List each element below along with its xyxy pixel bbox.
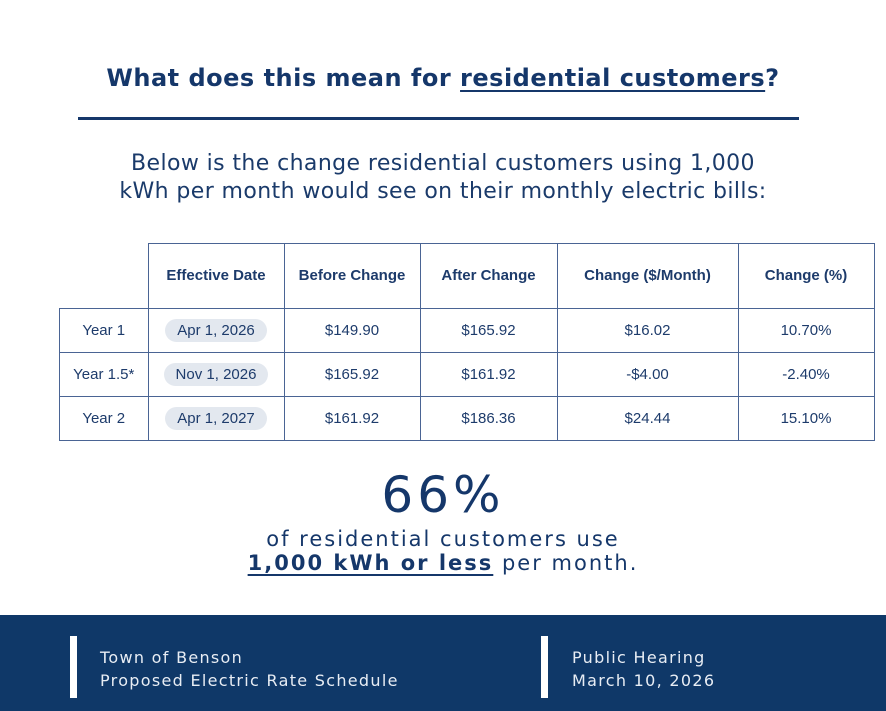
table-row: Year 1 Apr 1, 2026 $149.90 $165.92 $16.0… — [59, 308, 875, 353]
page-title: What does this mean for residential cust… — [106, 64, 780, 92]
header-change-pct: Change (%) — [737, 243, 875, 309]
footer: Town of Benson Proposed Electric Rate Sch… — [0, 615, 886, 711]
before-cell: $149.90 — [283, 308, 421, 353]
footer-bar-right — [541, 636, 548, 698]
date-pill: Apr 1, 2027 — [165, 407, 267, 430]
pct-cell: 10.70% — [737, 308, 875, 353]
pct-cell: -2.40% — [737, 352, 875, 397]
row-label: Year 1.5* — [59, 352, 149, 397]
table-header-row: Effective Date Before Change After Chang… — [59, 243, 875, 309]
rate-table: Effective Date Before Change After Chang… — [59, 243, 875, 441]
row-label: Year 1 — [59, 308, 149, 353]
table-row: Year 1.5* Nov 1, 2026 $165.92 $161.92 -$… — [59, 352, 875, 397]
before-cell: $161.92 — [283, 396, 421, 441]
after-cell: $186.36 — [419, 396, 558, 441]
stat-value: 66% — [381, 466, 505, 524]
after-cell: $161.92 — [419, 352, 558, 397]
header-change-dollar: Change ($/Month) — [556, 243, 739, 309]
change-cell: $24.44 — [556, 396, 739, 441]
stat-line2: 1,000 kWh or less per month. — [247, 551, 639, 575]
footer-left: Town of Benson Proposed Electric Rate Sch… — [100, 648, 399, 690]
change-cell: -$4.00 — [556, 352, 739, 397]
date-pill: Nov 1, 2026 — [163, 363, 269, 386]
change-cell: $16.02 — [556, 308, 739, 353]
footer-right: Public Hearing March 10, 2026 — [572, 648, 716, 690]
header-after: After Change — [419, 243, 558, 309]
date-pill: Apr 1, 2026 — [165, 319, 267, 342]
before-cell: $165.92 — [283, 352, 421, 397]
header-effective-date: Effective Date — [147, 243, 285, 309]
header-before: Before Change — [283, 243, 421, 309]
table-row: Year 2 Apr 1, 2027 $161.92 $186.36 $24.4… — [59, 396, 875, 441]
after-cell: $165.92 — [419, 308, 558, 353]
row-label: Year 2 — [59, 396, 149, 441]
pct-cell: 15.10% — [737, 396, 875, 441]
stat-line1: of residential customers use — [266, 527, 620, 551]
subtitle: Below is the change residential customer… — [119, 151, 767, 204]
divider — [78, 117, 799, 120]
footer-bar-left — [70, 636, 77, 698]
